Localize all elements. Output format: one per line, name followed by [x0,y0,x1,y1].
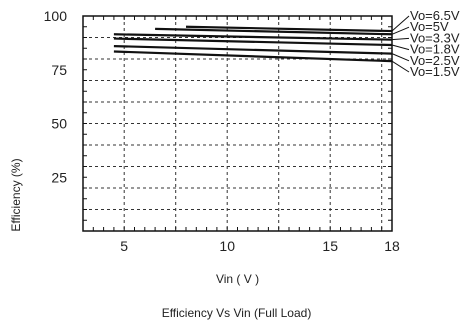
grid [83,16,392,231]
x-tick-label: 18 [384,238,400,254]
legend-label: Vo=5V [410,19,449,34]
y-axis-label: Efficiency (%) [9,158,23,231]
series-line [113,50,393,63]
legend-label: Vo=1.8V [410,42,460,57]
legend-label: Vo=2.5V [410,53,460,68]
x-axis-label: Vin ( V ) [216,272,259,286]
legend-leader-line [391,26,410,35]
legend-leader-line [391,15,410,32]
series-line [155,27,393,36]
x-tick-label: 15 [322,238,338,254]
x-tick-label: 5 [120,238,128,254]
x-tick-label: 10 [219,238,235,254]
series-line [113,45,393,55]
y-tick-label: 50 [51,116,67,132]
legend-leader-line [391,37,410,41]
series-line [113,37,393,47]
legend-label: Vo=6.5V [410,8,460,23]
legend-label: Vo=3.3V [410,30,460,45]
legend-leader-line [391,60,410,73]
legend-label: Vo=1.5V [410,64,460,79]
x-tick-labels: 5 10 15 18 [120,238,400,254]
series-lines [113,25,393,63]
legend-leader-line [391,44,410,51]
series-line [185,25,393,33]
legend-leader-line [391,53,410,62]
chart-title: Efficiency Vs Vin (Full Load) [162,306,312,320]
y-tick-label: 75 [51,62,67,78]
plot-frame [82,15,393,232]
series-line [113,33,393,41]
y-tick-label: 100 [44,8,68,24]
minor-ticks [82,15,393,232]
y-tick-label: 25 [51,169,67,185]
y-tick-labels: 25 50 75 100 [44,8,68,185]
